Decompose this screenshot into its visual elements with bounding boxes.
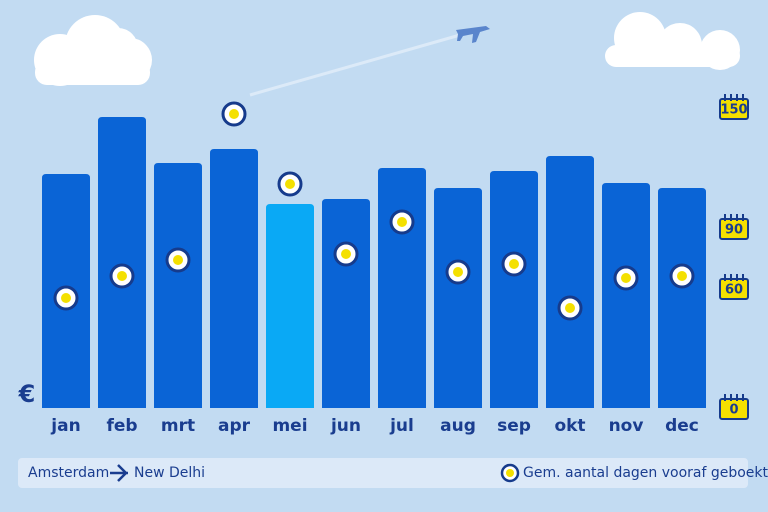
- marker-dot: [173, 255, 183, 265]
- contrail: [249, 33, 461, 97]
- booking-marker: [165, 247, 191, 273]
- bar: [490, 171, 538, 408]
- booking-marker: [221, 101, 247, 127]
- marker-dot: [565, 303, 575, 313]
- bar: [322, 199, 370, 408]
- x-tick-label: jul: [389, 416, 414, 436]
- y2-tick-label: 90: [725, 223, 743, 238]
- bar: [602, 183, 650, 408]
- booking-marker: [501, 251, 527, 277]
- x-tick-label: dec: [665, 416, 699, 436]
- x-tick-label: apr: [218, 416, 251, 436]
- marker-dot: [341, 249, 351, 259]
- bar: [210, 149, 258, 408]
- route-destination: New Delhi: [134, 465, 205, 481]
- route-arrow: [110, 464, 128, 482]
- x-tick-label: mrt: [161, 416, 195, 436]
- x-tick-label: jan: [50, 416, 80, 436]
- y-axis-label: €: [18, 380, 36, 408]
- y2-tick-label: 0: [729, 403, 738, 418]
- x-tick-label: sep: [497, 416, 531, 436]
- x-tick-label: feb: [106, 416, 137, 436]
- legend-label: Gem. aantal dagen vooraf geboekt: [523, 465, 768, 481]
- calendar-icon: [719, 278, 749, 300]
- legend-marker-dot: [506, 469, 514, 477]
- x-tick-label: jun: [330, 416, 361, 436]
- calendar-icon: [719, 98, 749, 120]
- bar: [434, 188, 482, 408]
- y2-tick-label: 150: [720, 103, 747, 118]
- booking-marker: [389, 209, 415, 235]
- x-tick-label: nov: [609, 416, 644, 436]
- y2-tick: [719, 94, 749, 120]
- booking-marker: [557, 295, 583, 321]
- booking-marker: [109, 263, 135, 289]
- booking-marker: [445, 259, 471, 285]
- y2-tick: [719, 394, 749, 420]
- marker-dot: [61, 293, 71, 303]
- y2-tick: [719, 274, 749, 300]
- legend-bar: [18, 458, 748, 488]
- y2-tick: [719, 214, 749, 240]
- bar: [154, 163, 202, 408]
- calendar-icon: [719, 398, 749, 420]
- booking-marker: [669, 263, 695, 289]
- booking-marker: [333, 241, 359, 267]
- calendar-icon: [719, 218, 749, 240]
- bar: [658, 188, 706, 408]
- marker-dot: [509, 259, 519, 269]
- booking-marker: [277, 171, 303, 197]
- y2-tick-label: 60: [725, 283, 743, 298]
- marker-dot: [677, 271, 687, 281]
- marker-dot: [285, 179, 295, 189]
- airplane: [456, 26, 490, 43]
- x-tick-label: mei: [272, 416, 307, 436]
- route-origin: Amsterdam: [28, 465, 109, 481]
- marker-dot: [453, 267, 463, 277]
- marker-dot: [397, 217, 407, 227]
- booking-marker: [53, 285, 79, 311]
- bar: [378, 168, 426, 408]
- bar: [266, 204, 314, 408]
- bar: [546, 156, 594, 408]
- marker-dot: [117, 271, 127, 281]
- bar: [98, 117, 146, 408]
- x-tick-label: okt: [554, 416, 585, 436]
- booking-marker: [613, 265, 639, 291]
- marker-dot: [229, 109, 239, 119]
- clouds: [34, 12, 740, 86]
- x-tick-label: aug: [440, 416, 476, 436]
- marker-dot: [621, 273, 631, 283]
